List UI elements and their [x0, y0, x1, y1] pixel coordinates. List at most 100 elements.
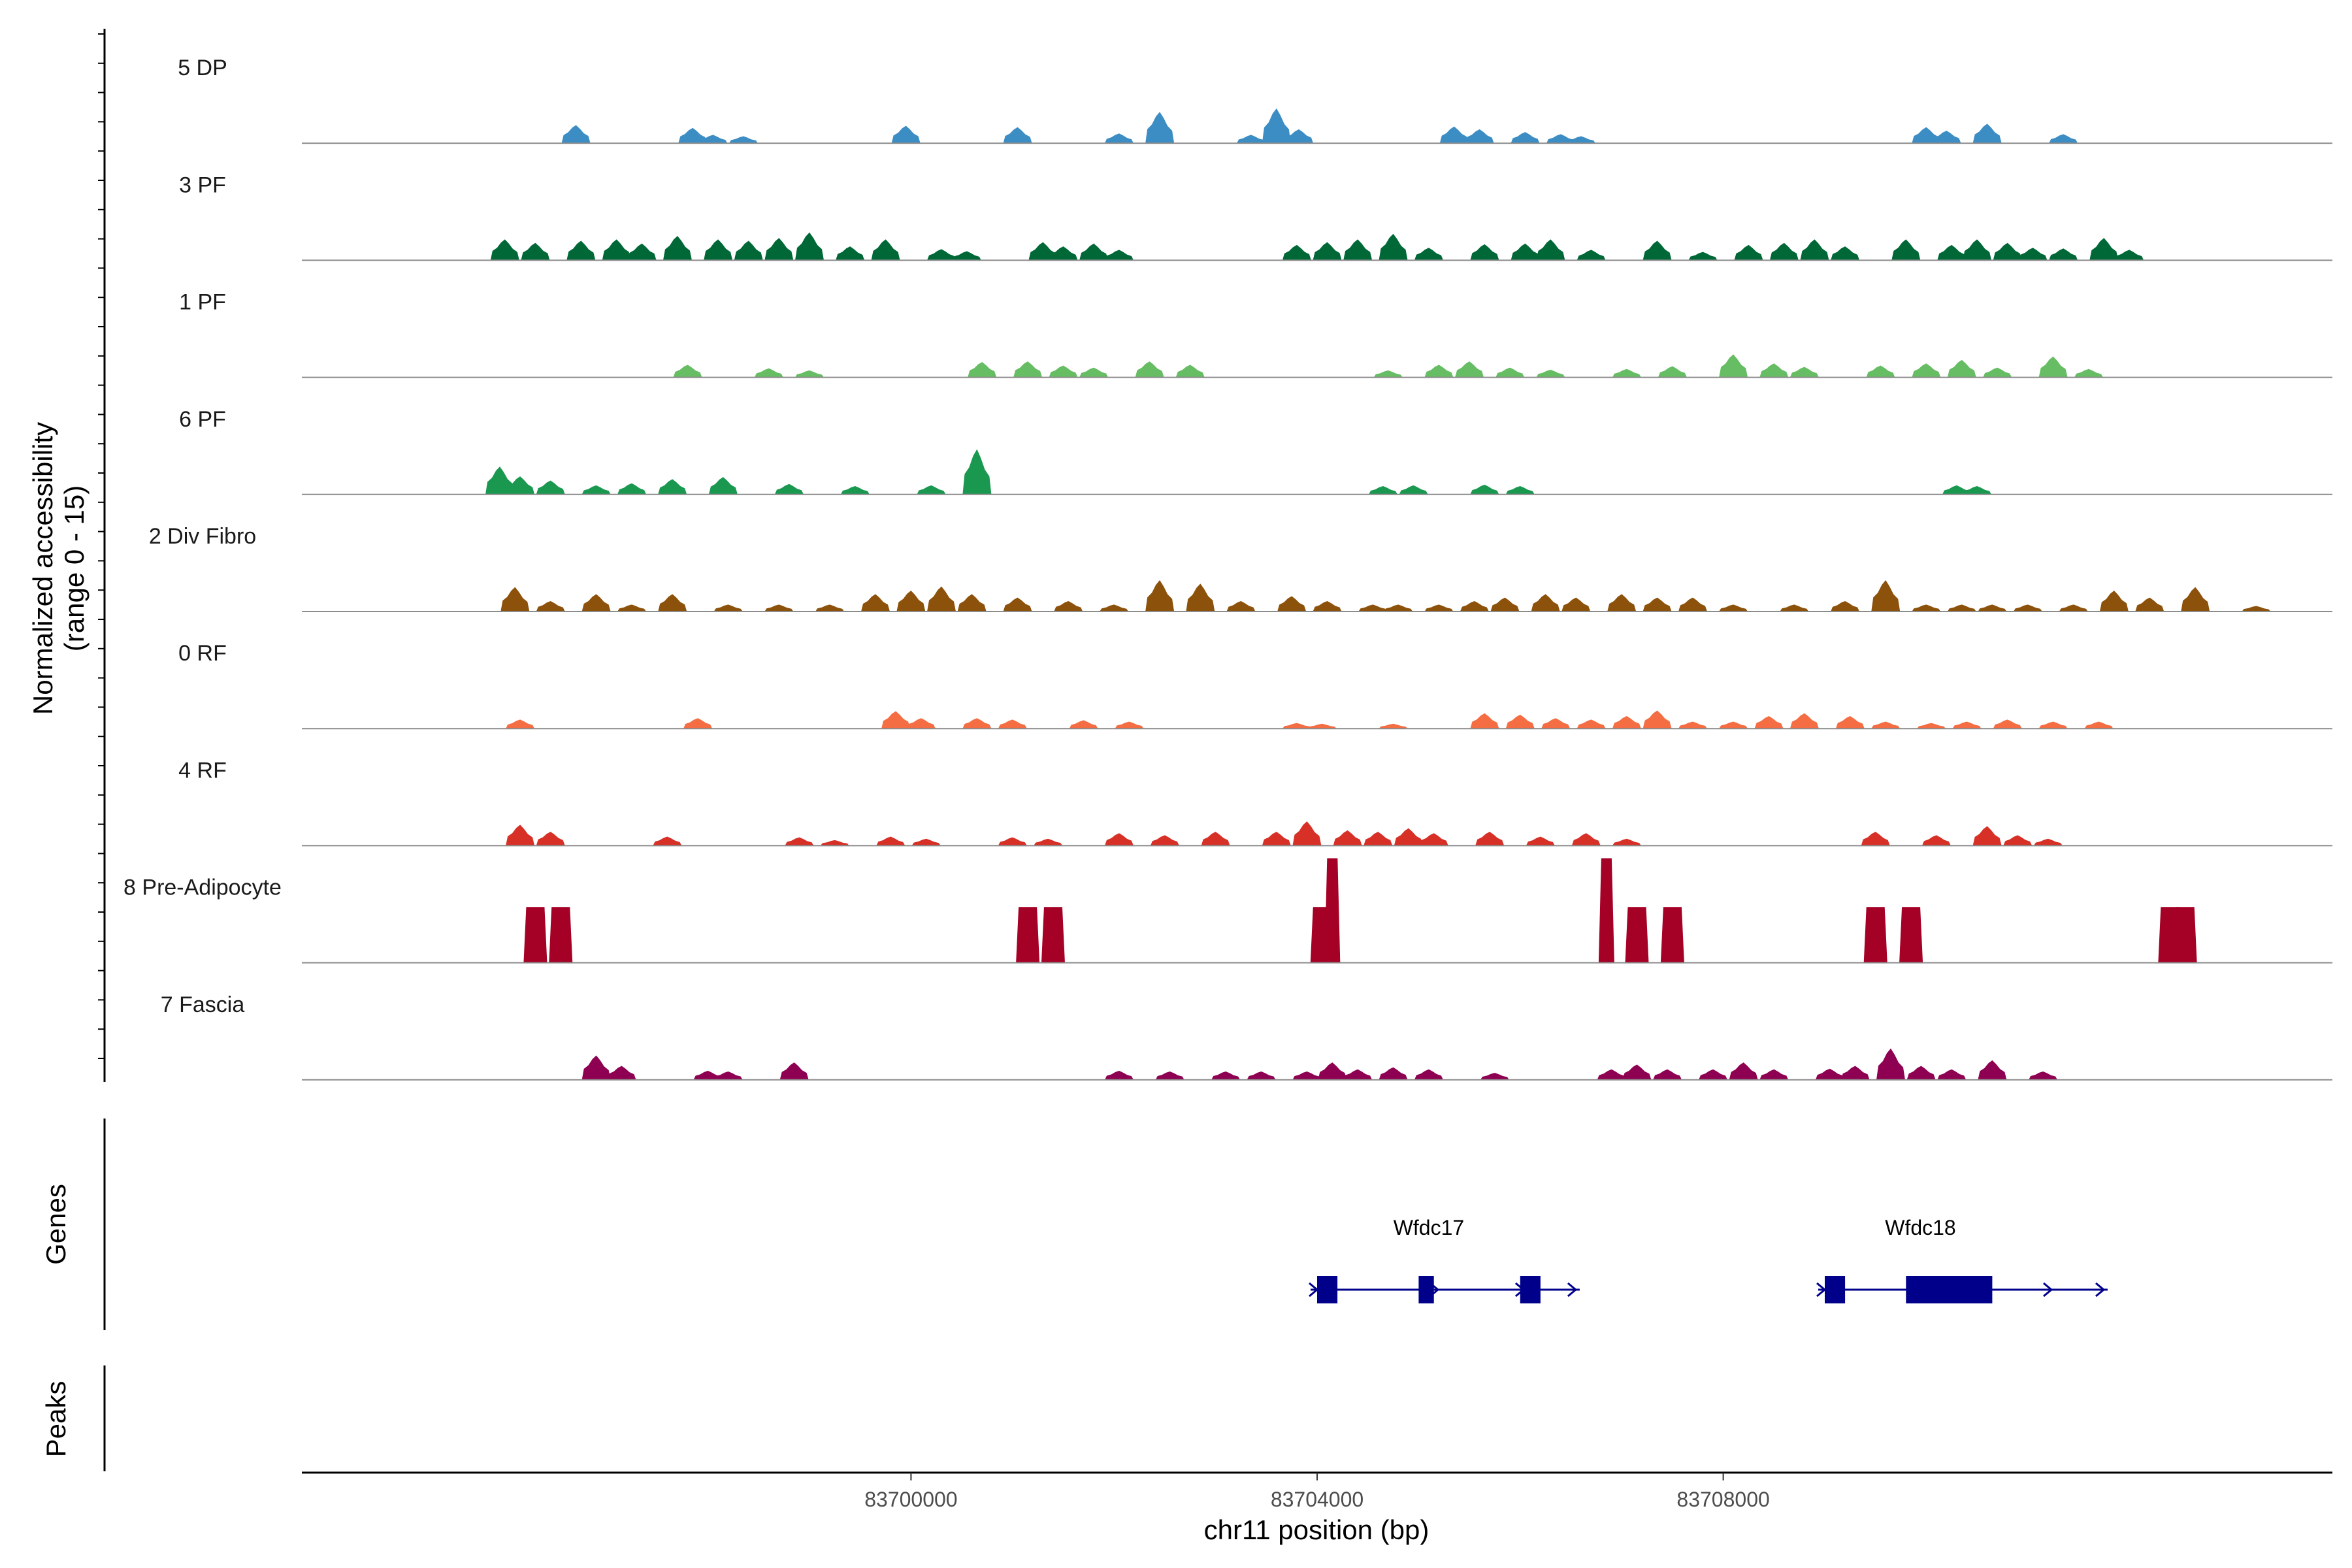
strand-arrow [2042, 1282, 2053, 1298]
coverage-peak [1470, 244, 1499, 261]
coverage-peak [506, 476, 535, 495]
coverage-peak [1145, 580, 1175, 612]
track-label: 4 RF [178, 758, 227, 783]
coverage-peak [1480, 1073, 1509, 1080]
y-axis-title-line1: Normalized accessibility [27, 422, 58, 715]
coverage-peak [1561, 597, 1591, 612]
coverage-peak [1100, 604, 1129, 612]
coverage-peak [1475, 832, 1505, 846]
coverage-peak [1016, 907, 1040, 963]
coverage-peak [1115, 721, 1144, 729]
track-label: 5 DP [178, 56, 227, 80]
coverage-peak [1835, 716, 1865, 729]
y-axis-title-line2: (range 0 - 15) [59, 485, 90, 651]
coverage-peak [1104, 1070, 1134, 1080]
coverage-peak [1155, 1071, 1184, 1080]
track-3-pf: 3 PF [179, 172, 2332, 261]
genes-panel-label: Genes [41, 1184, 71, 1265]
coverage-peak [1978, 604, 2007, 612]
coverage-peak [1912, 127, 1941, 144]
track-5-dp: 5 DP [178, 56, 2332, 144]
coverage-peak [927, 249, 956, 261]
coverage-peak [1622, 1064, 1652, 1080]
coverage-peak [815, 604, 845, 612]
coverage-peak [1470, 713, 1499, 729]
coverage-peak [1571, 833, 1601, 846]
coverage-peak [1490, 597, 1520, 612]
coverage-peak [1660, 907, 1684, 963]
coverage-peak [581, 485, 611, 495]
coverage-peak [795, 370, 824, 378]
coverage-peak [708, 477, 738, 495]
coverage-peak [1789, 367, 1819, 378]
coverage-peak [523, 907, 547, 963]
coverage-peak [795, 232, 824, 261]
coverage-peak [1369, 486, 1398, 495]
coverage-peak [1373, 370, 1403, 378]
coverage-peak [1511, 243, 1540, 261]
coverage-peak [1439, 126, 1469, 144]
coverage-peak [1419, 833, 1448, 846]
coverage-peak [1759, 363, 1789, 378]
x-axis-title: chr11 position (bp) [1204, 1514, 1429, 1545]
coverage-peak [536, 480, 565, 495]
coverage-peak [1937, 244, 1967, 261]
gene-exon [1418, 1276, 1434, 1303]
coverage-peak [840, 486, 870, 495]
coverage-peak [1277, 596, 1307, 612]
coverage-peak [1358, 604, 1388, 612]
coverage-peak [658, 594, 687, 612]
coverage-peak [861, 594, 890, 612]
coverage-peak [764, 604, 794, 612]
coverage-peak [1780, 604, 1809, 612]
coverage-peak [1978, 1060, 2007, 1080]
coverage-peak [1719, 354, 1748, 378]
coverage-peak [1963, 239, 1992, 261]
coverage-peak [1719, 721, 1748, 729]
coverage-peak [764, 238, 794, 261]
coverage-peak [1049, 365, 1078, 378]
coverage-peak [962, 449, 992, 495]
coverage-peak [785, 837, 814, 846]
coverage-peak [536, 601, 565, 612]
coverage-peak [1262, 108, 1291, 144]
coverage-peak [1947, 359, 1976, 378]
coverage-peak [1831, 246, 1860, 261]
coverage-peak [500, 587, 530, 612]
coverage-peak [1343, 239, 1373, 261]
coverage-peak [754, 368, 783, 378]
coverage-peak [820, 840, 849, 846]
coverage-peak [1511, 132, 1540, 144]
track-1-pf: 1 PF [179, 290, 2332, 378]
coverage-peak [1034, 838, 1063, 846]
coverage-peak [1465, 129, 1494, 144]
coverage-peak [1612, 838, 1641, 846]
coverage-peak [704, 239, 733, 261]
coverage-peak [1947, 604, 1976, 612]
coverage-peak [891, 125, 921, 144]
coverage-peak [998, 719, 1027, 729]
coverage-peak [896, 591, 926, 612]
coverage-peak [2013, 604, 2042, 612]
coverage-peak [1536, 239, 1565, 261]
coverage-peak [561, 125, 591, 144]
coverage-peak [1658, 366, 1687, 378]
strand-arrow [1947, 1282, 1957, 1298]
coverage-peak [1379, 723, 1408, 729]
gene-exon [1317, 1276, 1338, 1303]
coverage-peak [2115, 250, 2144, 261]
coverage-peak [1815, 1068, 1844, 1080]
coverage-peak [1729, 1062, 1758, 1080]
coverage-peak [1104, 833, 1134, 846]
track-label: 8 Pre-Adipocyte [123, 875, 282, 900]
coverage-tracks: 5 DP 3 PF 1 PF 6 PF 2 Div Fibro 0 RF 4 RF 8 Pre… [123, 56, 2332, 1081]
coverage-peak [1531, 594, 1560, 612]
coverage-peak [1424, 365, 1454, 378]
coverage-peak [617, 483, 647, 495]
coverage-peak [2074, 368, 2104, 378]
gene-exon [1906, 1276, 1993, 1303]
coverage-peak [653, 836, 682, 846]
track-2-div-fibro: 2 Div Fibro [149, 524, 2332, 612]
coverage-peak [1262, 832, 1291, 846]
coverage-peak [1394, 828, 1423, 846]
